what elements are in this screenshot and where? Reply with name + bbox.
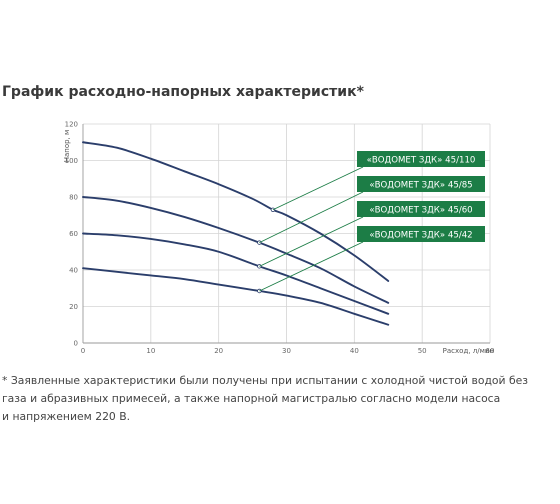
legend-label: «ВОДОМЕТ ЗДК» 45/42 [369,231,472,241]
series-line [82,196,390,304]
footnote-line: газа и абразивных примесей, а также напо… [2,392,501,405]
x-tick-label: 10 [146,347,155,355]
chart-legend: «ВОДОМЕТ ЗДК» 45/110 «ВОДОМЕТ ЗДК» 45/85 «… [259,151,485,292]
y-tick-label: 80 [69,194,78,202]
footnote-line: и напряжением 220 В. [2,410,131,423]
x-tick-label: 30 [282,347,291,355]
chart-title: График расходно-напорных характеристик* [2,84,364,100]
legend-label: «ВОДОМЕТ ЗДК» 45/60 [369,206,472,216]
series-line [82,141,390,282]
legend-leader-line [259,216,364,267]
legend-box [357,201,485,217]
chart-axes: 0 20 40 60 80 100 120 0 10 20 30 40 50 60 Напор, м Расх… [63,121,494,356]
legend-leader-line [259,191,364,244]
series-line [82,267,390,326]
legend-box [357,176,485,192]
legend-leader-line [272,166,364,211]
y-axis-title: Напор, м [63,130,71,163]
legend-label: «ВОДОМЕТ ЗДК» 45/85 [369,181,472,191]
y-tick-label: 0 [74,340,78,348]
legend-box [357,151,485,167]
x-tick-label: 50 [418,347,427,355]
legend-label: «ВОДОМЕТ ЗДК» 45/110 [367,156,476,166]
y-tick-label: 20 [69,303,78,311]
y-tick-label: 60 [69,230,78,238]
footnote: * Заявленные характеристики были получен… [2,372,558,426]
legend-box [357,226,485,242]
footnote-line: * Заявленные характеристики были получен… [2,374,529,387]
y-tick-label: 100 [65,157,78,165]
y-tick-label: 40 [69,267,78,275]
x-tick-label: 40 [350,347,359,355]
y-tick-label: 120 [65,121,78,129]
x-tick-label: 0 [81,347,85,355]
x-tick-label: 60 [486,347,495,355]
x-axis-title: Расход, л/мин [443,347,494,355]
series-line [82,232,390,315]
x-tick-label: 20 [214,347,223,355]
legend-leader-line [259,241,364,292]
